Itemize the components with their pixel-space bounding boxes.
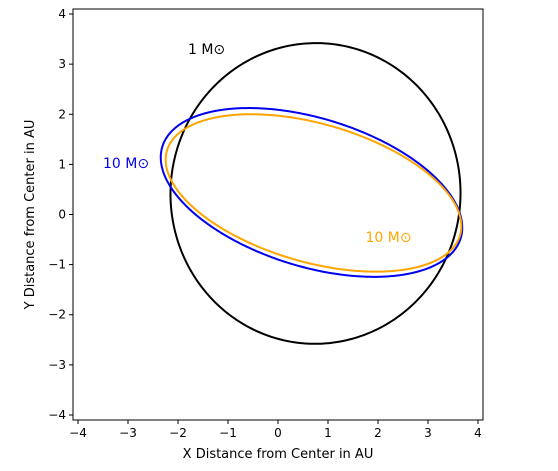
orbit-annotation-2: 10 M⊙: [366, 230, 412, 246]
orbit-series-1: [159, 107, 464, 278]
x-tick-label: 0: [274, 426, 282, 440]
series-layer: [159, 42, 464, 345]
y-tick-label: 3: [58, 57, 66, 71]
x-tick-label: −1: [219, 426, 237, 440]
x-tick-label: 3: [424, 426, 432, 440]
orbit-annotation-0: 1 M⊙: [188, 42, 225, 58]
orbit-series-2: [164, 113, 463, 273]
y-tick-label: 2: [58, 107, 66, 121]
axes-layer: −4 −3 −2 −1 0 1 2 3 4 −4 −3 −2 −1 0 1 2 3 4: [48, 7, 484, 440]
y-tick-label: −4: [48, 408, 66, 422]
x-tick-label: −4: [69, 426, 87, 440]
y-tick-label: 1: [58, 157, 66, 171]
annotation-layer: 1 M⊙ 10 M⊙ 10 M⊙: [103, 42, 412, 246]
x-tick-label: −3: [119, 426, 137, 440]
y-tick-label: −3: [48, 358, 66, 372]
y-tick-label: −2: [48, 308, 66, 322]
x-tick-label: 2: [374, 426, 382, 440]
y-tick-label: 4: [58, 7, 66, 21]
y-tick-label: 0: [58, 208, 66, 222]
x-axis-label: X Distance from Center in AU: [183, 447, 374, 462]
y-tick-label: −1: [48, 258, 66, 272]
y-axis-label: Y Distance from Center in AU: [23, 120, 38, 311]
x-tick-label: 1: [324, 426, 332, 440]
x-tick-label: 4: [474, 426, 482, 440]
orbit-annotation-1: 10 M⊙: [103, 156, 149, 172]
x-tick-label: −2: [169, 426, 187, 440]
